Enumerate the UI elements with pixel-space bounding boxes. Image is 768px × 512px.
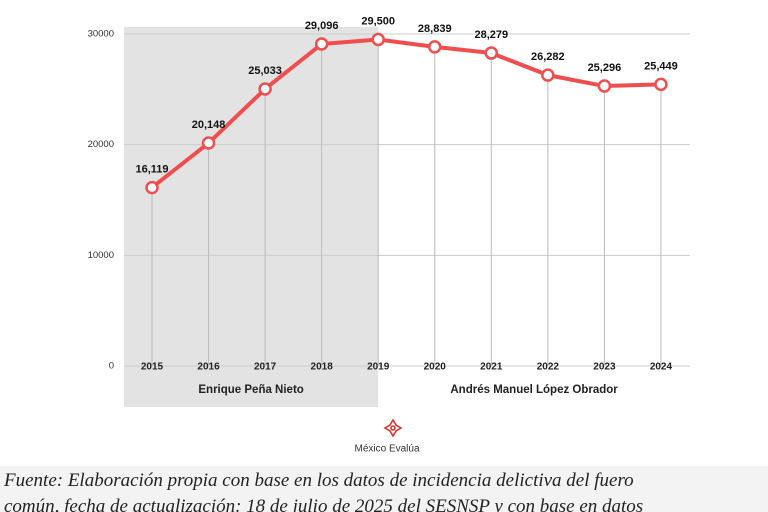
x-tick-label: 2024 — [650, 362, 673, 373]
logo-text: México Evalúa — [354, 444, 419, 455]
x-tick-label: 2022 — [537, 362, 560, 373]
value-label: 29,500 — [361, 15, 395, 27]
point — [201, 136, 216, 150]
x-tick-label: 2017 — [254, 362, 277, 373]
caption: Fuente: Elaboración propia con base en l… — [0, 466, 768, 512]
value-label: 28,839 — [418, 23, 452, 35]
y-tick-label: 20000 — [88, 139, 114, 150]
point — [654, 77, 668, 92]
point — [258, 82, 272, 96]
logo: México Evalúa — [354, 418, 420, 455]
value-label: 26,282 — [531, 51, 565, 63]
y-tick-label: 0 — [109, 361, 114, 372]
point — [145, 180, 159, 195]
point — [314, 37, 329, 51]
logo-icon — [383, 418, 403, 438]
value-label: 25,296 — [588, 62, 622, 74]
caption-line: Fuente: Elaboración propia con base en l… — [4, 470, 634, 491]
x-tick-label: 2016 — [197, 362, 220, 373]
x-tick-label: 2019 — [367, 362, 390, 373]
x-tick-label: 2018 — [311, 362, 334, 373]
value-label: 20,148 — [192, 119, 226, 131]
value-label: 29,096 — [305, 20, 339, 32]
y-tick-label: 30000 — [88, 29, 114, 40]
point — [597, 79, 612, 93]
line — [150, 37, 662, 190]
x-tick-label: 2021 — [480, 362, 503, 373]
point — [541, 68, 555, 82]
period-label: Andrés Manuel López Obrador — [450, 384, 618, 396]
x-tick-label: 2020 — [424, 362, 447, 373]
x-tick-label: 2023 — [593, 362, 616, 373]
caption-line: común, fecha de actualización: 18 de jul… — [4, 496, 644, 512]
point — [428, 40, 442, 54]
point — [484, 46, 499, 60]
value-label: 25,449 — [644, 60, 678, 72]
y-tick-label: 10000 — [88, 250, 114, 261]
period-label: Enrique Peña Nieto — [198, 384, 303, 396]
x-tick-label: 2015 — [141, 362, 164, 373]
value-label: 16,119 — [135, 164, 168, 176]
value-label: 28,279 — [474, 29, 508, 41]
chart: Enrique Peña Nieto Andrés Manuel López Ob… — [88, 15, 690, 455]
value-label: 25,033 — [248, 65, 282, 77]
point — [371, 32, 385, 47]
period-shade — [124, 27, 379, 407]
